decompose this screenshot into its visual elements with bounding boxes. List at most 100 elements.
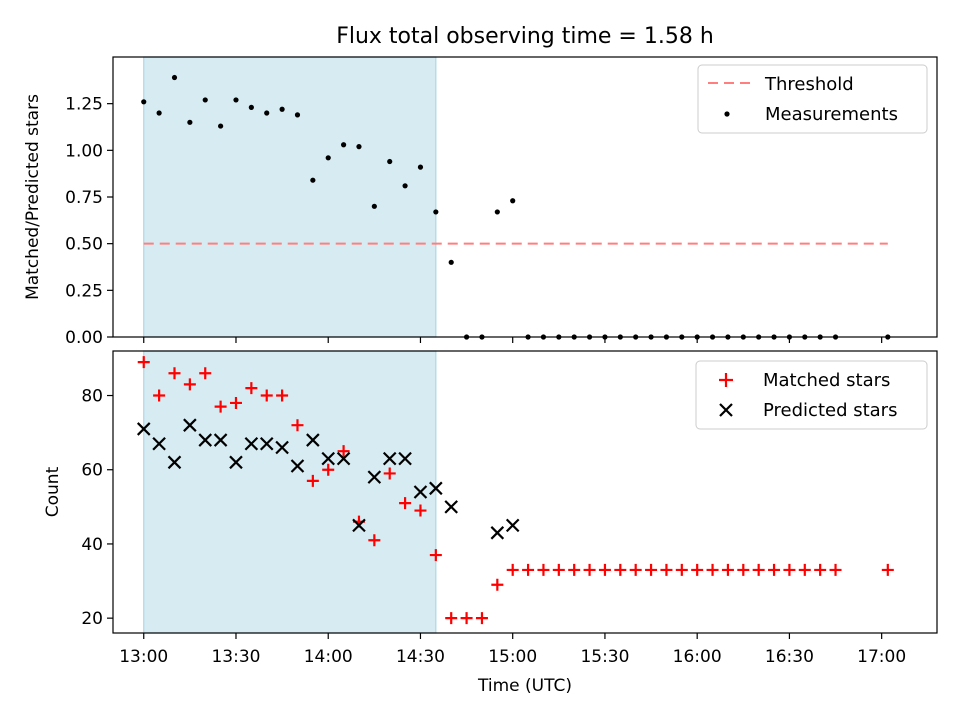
- measurements-point: [417, 164, 424, 170]
- measurements-point: [433, 209, 439, 215]
- y-tick-label: 40: [81, 535, 103, 555]
- predicted-stars-point: [382, 451, 397, 466]
- matched-stars-point: [260, 389, 273, 402]
- predicted-stars-point: [398, 451, 412, 466]
- matched-stars-point: [137, 356, 150, 369]
- top-panel-y-axis: 0.00 0.25 0.50 0.75 1.00 1.25: [65, 95, 113, 348]
- matched-stars-point: [306, 474, 319, 487]
- top-panel-legend: Threshold Measurements: [697, 64, 928, 134]
- matched-stars-point: [645, 563, 658, 576]
- predicted-stars-point: [290, 459, 305, 473]
- matched-stars-point: [153, 389, 166, 402]
- matched-stars-point: [399, 497, 412, 510]
- y-tick-label: 0.50: [65, 235, 103, 255]
- measurements-point: [156, 110, 162, 116]
- legend-predicted-swatch: [719, 403, 733, 417]
- predicted-stars-point: [213, 433, 228, 447]
- measurements-point: [264, 110, 270, 116]
- matched-stars-point: [337, 445, 350, 458]
- measurements-point: [402, 183, 408, 189]
- y-tick-label: 0.00: [65, 328, 103, 348]
- predicted-stars-point: [244, 436, 259, 451]
- legend-matched-swatch: [719, 373, 733, 387]
- bottom-panel-y-axis: 20 40 60 80: [81, 387, 113, 629]
- matched-stars-point: [291, 419, 304, 432]
- matched-stars-point: [229, 396, 242, 409]
- matched-stars-point: [552, 563, 565, 576]
- matched-stars-point: [460, 612, 473, 625]
- measurements-point: [187, 119, 193, 125]
- x-tick-label: 16:30: [765, 647, 814, 667]
- predicted-stars-point: [306, 433, 320, 447]
- y-tick-label: 80: [81, 387, 103, 407]
- matched-stars-point: [322, 463, 335, 476]
- matched-stars-point: [752, 563, 765, 576]
- predicted-stars-point: [505, 518, 520, 533]
- predicted-stars-point: [321, 451, 336, 466]
- measurements-point: [510, 198, 516, 204]
- y-tick-label: 0.25: [65, 281, 103, 301]
- y-tick-label: 20: [81, 609, 103, 629]
- matched-stars-point: [168, 367, 181, 380]
- x-tick-label: 14:30: [396, 647, 445, 667]
- top-panel-marks: [141, 74, 891, 340]
- y-tick-label: 1.25: [65, 95, 103, 115]
- matched-stars-point: [429, 549, 442, 562]
- matched-stars-point: [183, 378, 196, 391]
- x-tick-label: 17:00: [857, 647, 906, 667]
- measurements-point: [494, 209, 500, 215]
- x-tick-label: 13:30: [211, 647, 260, 667]
- matched-stars-point: [475, 612, 488, 625]
- matched-stars-point: [691, 563, 704, 576]
- matched-stars-point: [814, 563, 827, 576]
- matched-stars-point: [491, 578, 504, 591]
- x-axis-label: Time (UTC): [477, 676, 572, 696]
- y-tick-label: 1.00: [65, 141, 103, 161]
- matched-stars-point: [737, 563, 750, 576]
- legend-threshold-label: Threshold: [764, 74, 854, 95]
- chart-title: Flux total observing time = 1.58 h: [336, 24, 714, 49]
- matched-stars-point: [568, 563, 581, 576]
- predicted-stars-point: [259, 436, 274, 451]
- matched-stars-point: [445, 612, 458, 625]
- predicted-stars-point: [352, 518, 366, 533]
- predicted-stars-point: [490, 526, 505, 540]
- legend-predicted-label: Predicted stars: [763, 400, 897, 421]
- x-tick-label: 13:00: [119, 647, 168, 667]
- matched-stars-point: [199, 367, 212, 380]
- x-tick-label: 16:00: [673, 647, 722, 667]
- legend-measurements-label: Measurements: [765, 104, 898, 125]
- matched-stars-point: [721, 563, 734, 576]
- measurements-point: [233, 97, 239, 103]
- measurements-point: [248, 104, 254, 110]
- matched-stars-point: [768, 563, 781, 576]
- measurements-point: [171, 74, 178, 81]
- measurements-point: [448, 259, 454, 265]
- predicted-stars-point: [444, 500, 458, 514]
- measurements-point: [310, 177, 316, 183]
- predicted-stars-point: [336, 451, 351, 466]
- predicted-stars-point: [136, 422, 151, 436]
- measurements-point: [202, 97, 208, 103]
- predicted-stars-point: [275, 440, 289, 455]
- matched-stars-point: [506, 563, 519, 576]
- measurements-point: [218, 123, 224, 129]
- matched-stars-point: [583, 563, 596, 576]
- matched-stars-point: [675, 563, 688, 576]
- matched-stars-point: [414, 504, 427, 517]
- matched-stars-point: [706, 563, 719, 576]
- matched-stars-point: [522, 563, 535, 576]
- predicted-stars-point: [367, 470, 382, 484]
- predicted-stars-point: [229, 455, 243, 470]
- predicted-stars-point: [183, 418, 197, 432]
- matched-stars-point: [276, 389, 289, 402]
- x-tick-label: 15:30: [580, 647, 629, 667]
- matched-stars-point: [368, 534, 381, 547]
- matched-stars-point: [660, 563, 673, 576]
- x-tick-label: 15:00: [488, 647, 537, 667]
- top-panel-x-ticks: [143, 337, 883, 343]
- matched-stars-point: [214, 400, 227, 413]
- matched-stars-point: [629, 563, 642, 576]
- matched-stars-point: [614, 563, 627, 576]
